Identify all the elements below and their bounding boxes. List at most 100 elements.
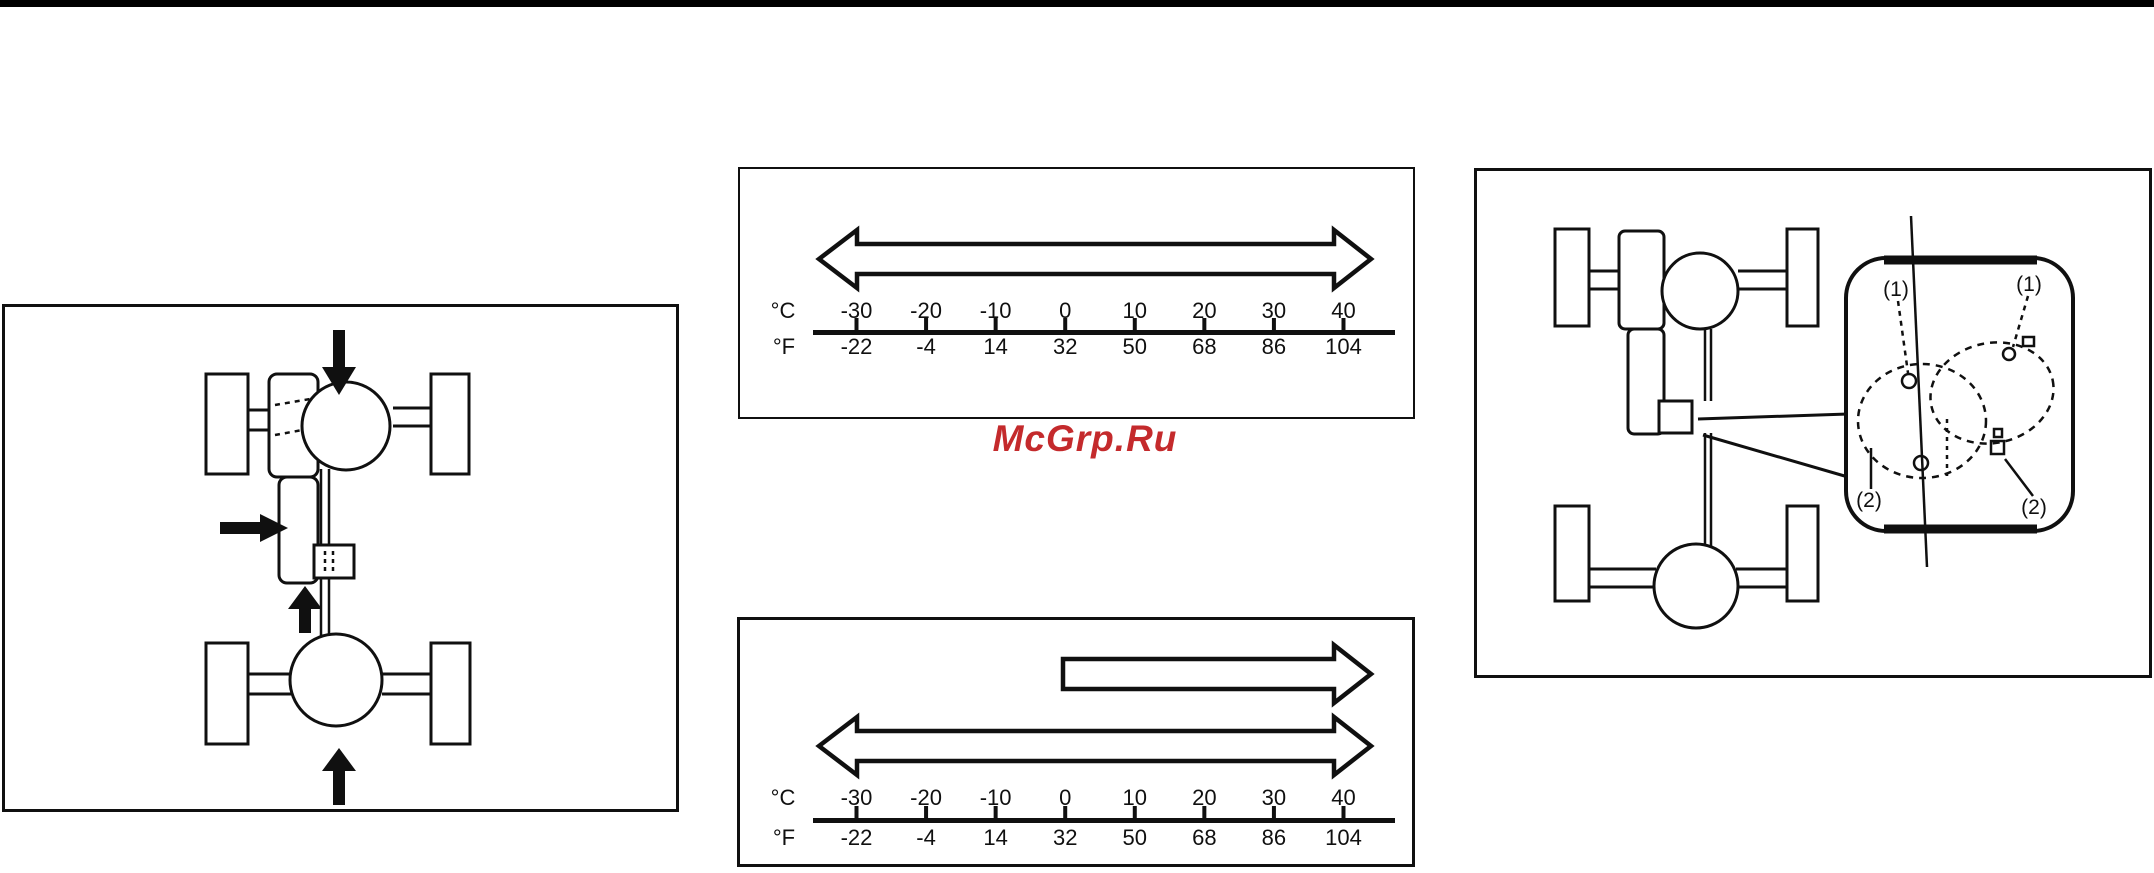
leader-lines-1: [1896, 295, 2030, 374]
celsius-value: 20: [1192, 298, 1216, 323]
celsius-value: 30: [1262, 298, 1286, 323]
fahrenheit-value: 14: [983, 334, 1007, 359]
callout-wedge-lines: [1697, 412, 1849, 479]
fahrenheit-value: 14: [983, 825, 1007, 850]
rear-axle-lines: [248, 672, 431, 696]
plug-2-right: [1989, 439, 2006, 456]
tick-mark: [993, 318, 998, 331]
tick-mark: [993, 806, 998, 819]
celsius-value: -10: [980, 785, 1012, 810]
scale-axis-line: [813, 330, 1395, 335]
lube-arrow-front-down: [322, 330, 356, 395]
fahrenheit-value: -4: [916, 825, 936, 850]
tick-mark: [1132, 318, 1137, 331]
propeller-shaft-lower: [319, 578, 331, 639]
fahrenheit-value: -22: [841, 825, 873, 850]
fahrenheit-value: 68: [1192, 334, 1216, 359]
rear-right-wheel: [1785, 504, 1820, 603]
propeller-shaft-upper: [1703, 329, 1713, 401]
rear-left-wheel: [204, 641, 250, 746]
tick-mark: [924, 318, 929, 331]
tick-mark: [1271, 318, 1276, 331]
tick-mark: [1341, 318, 1346, 331]
temp-range-full-panel: °C °F -30 -20 -10 0 10 20 30 40 -22 -4 14 32 50 68 86 104: [738, 167, 1415, 419]
fahrenheit-value: 86: [1262, 334, 1286, 359]
transmission-case: [1626, 327, 1666, 436]
bolt-1-right: [2021, 335, 2036, 348]
temp-range-partial-panel: °C °F -30 -20 -10 0 10 20 30 40 -22 -4 14 32 50 68 86 104: [737, 617, 1415, 867]
engine-gearbox: [1617, 229, 1666, 331]
drivetrain-diagram-svg: [204, 330, 472, 805]
front-left-wheel: [204, 372, 250, 476]
front-axle-lines: [248, 406, 431, 432]
celsius-value: 10: [1123, 298, 1147, 323]
bubble-thick-edges: [1884, 255, 2037, 534]
label-1-right: (1): [2016, 273, 2042, 296]
temp-range-full-svg: °C °F -30 -20 -10 0 10 20 30 40 -22 -4 14 32 50 68 86 104: [771, 225, 1395, 359]
celsius-value: 10: [1123, 785, 1147, 810]
fahrenheit-value: -4: [916, 334, 936, 359]
fahrenheit-value: 32: [1053, 825, 1077, 850]
fahrenheit-value: 32: [1053, 334, 1077, 359]
front-right-wheel: [429, 372, 471, 476]
watermark-text: McGrp.Ru: [992, 418, 1178, 459]
tick-mark: [854, 318, 859, 331]
fahrenheit-value: 86: [1262, 825, 1286, 850]
section-line: [1909, 215, 1929, 568]
transfer-case: [1657, 399, 1694, 435]
transfer-dashed-marks: [323, 551, 335, 573]
tick-mark: [1202, 806, 1207, 819]
tick-mark: [1202, 318, 1207, 331]
tick-mark: [1271, 806, 1276, 819]
case-body-dashed: [1929, 341, 2055, 445]
label-1-left: (1): [1883, 278, 1909, 301]
rear-right-wheel: [429, 641, 472, 746]
double-headed-arrow: [815, 225, 1375, 293]
celsius-value: 40: [1331, 785, 1355, 810]
celsius-value: -30: [841, 298, 873, 323]
lube-arrow-rear-up: [322, 748, 356, 805]
scale-axis-line: [813, 818, 1395, 823]
tick-mark: [1063, 806, 1068, 819]
drivetrain-lubrication-panel: [2, 304, 679, 812]
bolt-2-right: [1992, 427, 2004, 439]
celsius-value: -20: [910, 785, 942, 810]
plug-1-right: [2001, 346, 2017, 362]
plug-1-left: [1900, 372, 1918, 390]
celsius-value: -10: [980, 298, 1012, 323]
lube-arrow-transfer-up: [288, 586, 322, 633]
front-axle-lines: [1589, 269, 1787, 291]
tick-mark: [924, 806, 929, 819]
celsius-value: 30: [1262, 785, 1286, 810]
rear-left-wheel: [1553, 504, 1591, 603]
label-2-left: (2): [1856, 489, 1882, 512]
rear-differential: [288, 632, 384, 728]
transfer-case-detail-panel: (1) (1) (2) (2): [1474, 168, 2152, 678]
celsius-value: 0: [1059, 298, 1071, 323]
front-right-wheel: [1785, 227, 1820, 328]
front-left-wheel: [1553, 227, 1591, 328]
lube-arrow-transmission-right: [220, 514, 288, 542]
tick-mark: [1132, 806, 1137, 819]
celsius-value: 0: [1059, 785, 1071, 810]
fahrenheit-value: -22: [841, 334, 873, 359]
fahrenheit-unit-label: °F: [773, 825, 795, 850]
top-black-bar: [0, 0, 2154, 7]
fahrenheit-unit-label: °F: [773, 334, 795, 359]
celsius-value: 20: [1192, 785, 1216, 810]
front-differential: [300, 380, 392, 472]
leader-lines-2: [1869, 448, 2034, 497]
temp-range-partial-svg: °C °F -30 -20 -10 0 10 20 30 40 -22 -4 14 32 50 68 86 104: [771, 640, 1395, 850]
tick-mark: [1341, 806, 1346, 819]
fahrenheit-value: 68: [1192, 825, 1216, 850]
celsius-unit-label: °C: [771, 298, 796, 323]
label-2-right: (2): [2021, 496, 2047, 519]
fahrenheit-value: 50: [1123, 334, 1147, 359]
rear-differential: [1652, 542, 1740, 630]
transmission-case: [277, 475, 320, 585]
transfer-case-detail-svg: (1) (1) (2) (2): [1553, 215, 2075, 630]
propeller-shaft-lower: [1703, 433, 1713, 548]
tick-mark: [1063, 318, 1068, 331]
celsius-unit-label: °C: [771, 785, 796, 810]
